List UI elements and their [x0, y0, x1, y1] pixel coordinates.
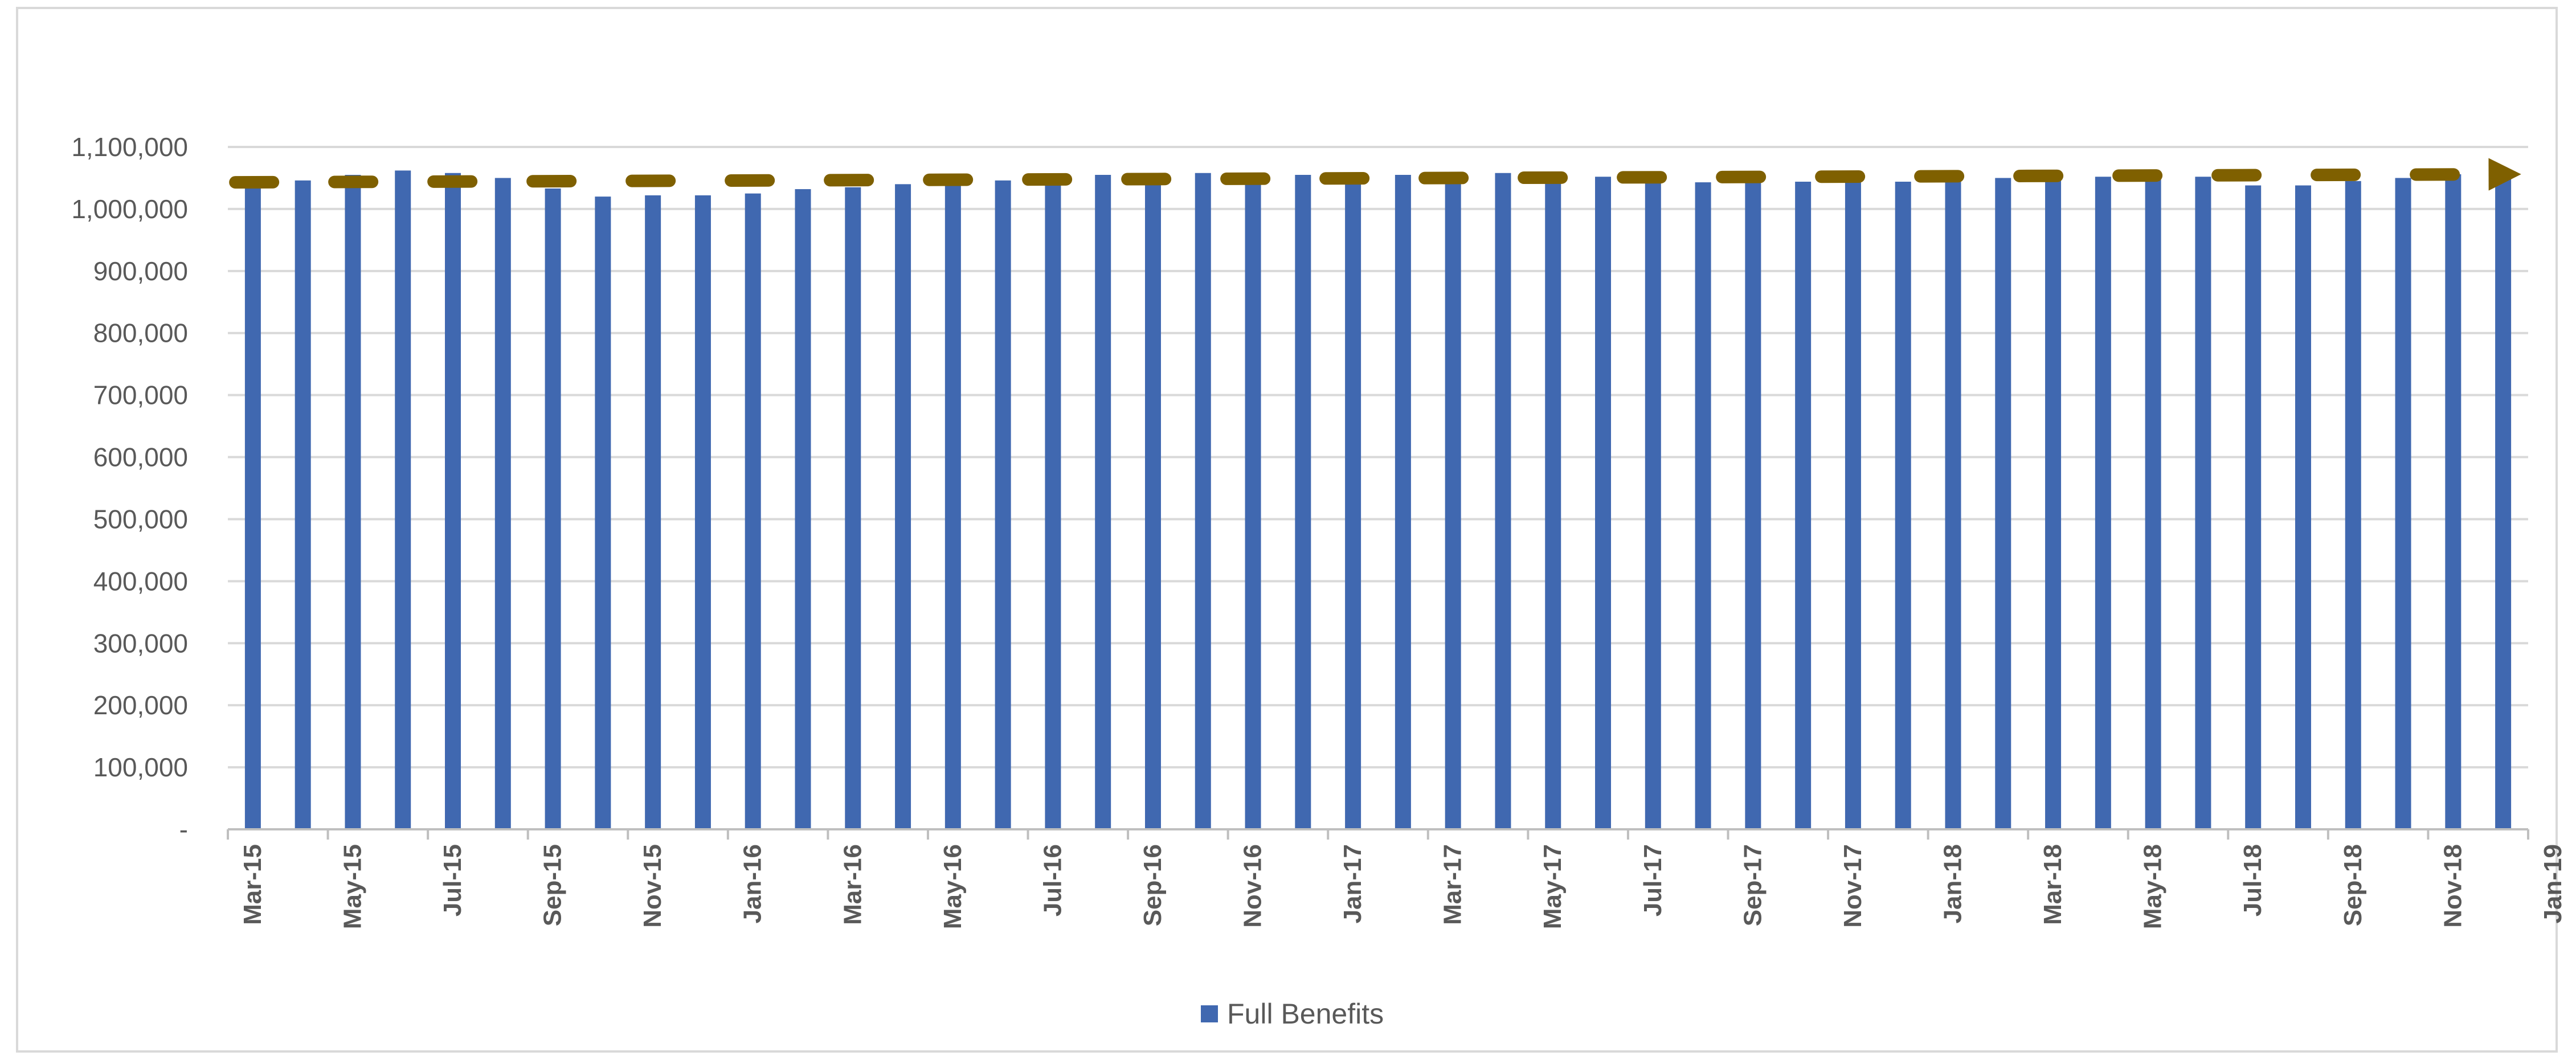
bar [2195, 177, 2211, 829]
bar [2145, 177, 2161, 829]
bar [2245, 185, 2262, 829]
bar [2295, 185, 2311, 829]
bar [545, 188, 561, 829]
x-tick-label: Jul-15 [439, 844, 467, 916]
bar [2395, 178, 2411, 829]
x-tick-label: May-17 [1539, 844, 1567, 929]
x-tick-label: Mar-17 [1439, 844, 1467, 925]
x-tick-label: Jan-19 [2539, 844, 2567, 923]
bar [1845, 180, 1861, 829]
bar [1945, 178, 1961, 829]
bar [1695, 182, 1711, 830]
bar [1795, 181, 1812, 829]
x-tick-label: Sep-16 [1139, 844, 1167, 926]
x-tick-label: Nov-16 [1239, 844, 1267, 928]
x-tick-label: Sep-18 [2339, 844, 2367, 926]
bar [1545, 173, 1561, 829]
y-tick-label: 800,000 [93, 318, 188, 348]
bar [595, 197, 611, 830]
bar [2045, 178, 2062, 829]
y-tick-label: - [179, 815, 188, 844]
bar [1295, 175, 1311, 830]
x-tick-label: Nov-15 [639, 844, 667, 928]
x-tick-label: Sep-17 [1739, 844, 1767, 926]
x-tick-label: Jul-17 [1639, 844, 1667, 916]
y-tick-label: 500,000 [93, 504, 188, 534]
y-axis-tick-labels: - 100,000 200,000 300,000 400,000 500,000 600,… [71, 132, 188, 844]
x-tick-label: Sep-15 [539, 844, 567, 926]
x-tick-label: May-18 [2139, 844, 2167, 929]
x-tick-label: Mar-18 [2039, 844, 2067, 925]
bar [1495, 173, 1511, 829]
y-tick-label: 200,000 [93, 690, 188, 720]
bar [494, 178, 511, 829]
bar [1345, 175, 1361, 830]
bar [1595, 177, 1612, 829]
bar [1745, 179, 1761, 830]
bar [1195, 173, 1211, 829]
x-tick-label: May-15 [338, 844, 366, 929]
bar [1245, 173, 1261, 829]
legend-swatch-full-benefits [1201, 1005, 1218, 1022]
y-tick-label: 1,000,000 [71, 194, 188, 224]
y-tick-label: 1,100,000 [71, 132, 188, 162]
x-tick-label: Jul-18 [2239, 844, 2267, 916]
x-tick-label: Jan-16 [739, 844, 767, 923]
bar [1395, 175, 1411, 830]
bar [1095, 175, 1111, 830]
bar-series-full-benefits [244, 170, 2512, 830]
trendline-line [229, 158, 2521, 191]
bar [845, 187, 861, 830]
legend: Full Benefits [1201, 997, 1384, 1031]
trendline [229, 158, 2521, 191]
bar [395, 170, 411, 829]
bar [795, 189, 811, 829]
y-tick-label: 100,000 [93, 752, 188, 782]
bar [645, 195, 661, 829]
bar [1445, 174, 1461, 829]
bar [1895, 181, 1911, 829]
bar [1645, 179, 1661, 830]
x-tick-label: Nov-17 [1839, 844, 1867, 928]
x-axis [227, 828, 2529, 840]
y-tick-label: 700,000 [93, 380, 188, 410]
bar [2495, 173, 2512, 829]
bar [2345, 181, 2361, 829]
x-tick-label: Jul-16 [1038, 844, 1066, 916]
bar [2095, 177, 2111, 829]
y-tick-label: 900,000 [93, 256, 188, 286]
bar [345, 175, 361, 830]
x-tick-label: May-16 [939, 844, 967, 929]
x-tick-label: Mar-15 [239, 844, 267, 925]
legend-label-full-benefits: Full Benefits [1227, 998, 1384, 1030]
x-tick-label: Nov-18 [2439, 844, 2467, 928]
bar [944, 181, 961, 829]
x-tick-label: Jan-17 [1339, 844, 1367, 923]
y-tick-label: 300,000 [93, 628, 188, 658]
bar [445, 173, 461, 829]
gridlines [228, 146, 2528, 769]
bar [1144, 173, 1161, 829]
bar [895, 184, 911, 829]
x-axis-tick-labels: Mar-15 May-15 Jul-15 Sep-15 Nov-15 Jan-16 Mar-… [239, 844, 2567, 929]
bar [1995, 178, 2011, 829]
y-tick-label: 600,000 [93, 443, 188, 472]
x-tick-label: Mar-16 [839, 844, 866, 925]
bar [745, 193, 761, 829]
bar [2445, 174, 2461, 829]
bar [694, 195, 711, 829]
bar [295, 180, 311, 829]
bar [1045, 178, 1061, 829]
x-tick-label: Jan-18 [1939, 844, 1967, 923]
bar [244, 181, 261, 829]
y-tick-label: 400,000 [93, 566, 188, 596]
bar [995, 180, 1011, 829]
